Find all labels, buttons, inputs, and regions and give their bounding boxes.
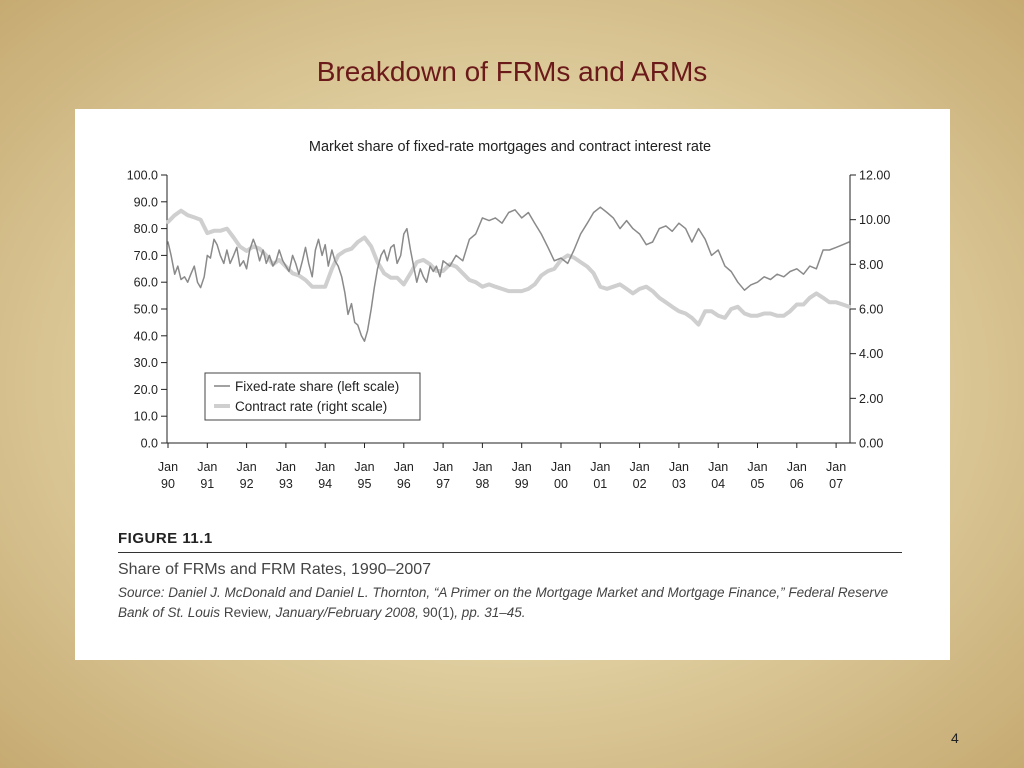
right-tick-label: 4.00 (859, 347, 883, 361)
source-volume: 90(1) (422, 605, 455, 620)
left-tick-label: 100.0 (127, 169, 158, 183)
x-tick-label-month: Jan (708, 460, 728, 474)
left-tick-label: 80.0 (134, 222, 158, 236)
left-tick-label: 90.0 (134, 195, 158, 209)
x-tick-label-month: Jan (394, 460, 414, 474)
left-tick-label: 20.0 (134, 383, 158, 397)
x-tick-label-year: 92 (240, 477, 254, 491)
x-tick-label-month: Jan (512, 460, 532, 474)
x-tick-label-year: 03 (672, 477, 686, 491)
source-journal: Review (220, 605, 269, 620)
figure-number: FIGURE 11.1 (118, 530, 213, 547)
source-text: Source: Daniel J. McDonald and Daniel L.… (118, 585, 889, 620)
chart: Market share of fixed-rate mortgages and… (127, 139, 891, 492)
x-tick-label-month: Jan (630, 460, 650, 474)
x-tick-label-month: Jan (237, 460, 257, 474)
x-tick-label-year: 96 (397, 477, 411, 491)
x-tick-label-year: 91 (200, 477, 214, 491)
left-tick-label: 70.0 (134, 249, 158, 263)
x-tick-label-month: Jan (826, 460, 846, 474)
x-tick-label-month: Jan (551, 460, 571, 474)
left-tick-label: 40.0 (134, 329, 158, 343)
chart-title: Market share of fixed-rate mortgages and… (309, 139, 711, 155)
x-tick-label-month: Jan (472, 460, 492, 474)
x-tick-label-month: Jan (158, 460, 178, 474)
chart-axes: 0.0 10.0 20.0 30.0 40.0 50.0 60.0 70.0 80.0 90.0 1… (127, 169, 891, 492)
x-tick-label-month: Jan (315, 460, 335, 474)
x-tick-label-month: Jan (669, 460, 689, 474)
slide-title: Breakdown of FRMs and ARMs (316, 56, 708, 87)
left-tick-label: 0.0 (141, 437, 158, 451)
left-tick-label: 30.0 (134, 356, 158, 370)
x-tick-label-month: Jan (433, 460, 453, 474)
x-tick-label-month: Jan (354, 460, 374, 474)
legend-label-contract-rate: Contract rate (right scale) (235, 399, 387, 414)
figure-caption: Share of FRMs and FRM Rates, 1990–2007 (118, 561, 432, 578)
source-pages: , pp. 31–45. (454, 605, 526, 620)
x-tick-label-year: 02 (633, 477, 647, 491)
right-tick-label: 6.00 (859, 303, 883, 317)
x-tick-label-year: 00 (554, 477, 568, 491)
x-tick-label-year: 06 (790, 477, 804, 491)
left-tick-label: 60.0 (134, 276, 158, 290)
chart-legend: Fixed-rate share (left scale) Contract r… (204, 372, 421, 421)
figure-panel: Market share of fixed-rate mortgages and… (75, 109, 950, 660)
x-tick-label-month: Jan (276, 460, 296, 474)
x-tick-label-month: Jan (197, 460, 217, 474)
right-tick-label: 8.00 (859, 258, 883, 272)
figure-source: Source: Daniel J. McDonald and Daniel L.… (118, 583, 908, 623)
x-tick-label-year: 95 (358, 477, 372, 491)
x-tick-label-year: 05 (751, 477, 765, 491)
x-tick-label-month: Jan (747, 460, 767, 474)
right-tick-label: 2.00 (859, 392, 883, 406)
figure-divider (118, 552, 902, 553)
series-line-contract-rate (166, 208, 852, 327)
legend-box (204, 372, 421, 421)
x-tick-label-year: 94 (318, 477, 332, 491)
x-tick-label-year: 01 (593, 477, 607, 491)
x-tick-label-year: 98 (475, 477, 489, 491)
x-tick-label-month: Jan (590, 460, 610, 474)
source-date: , January/February 2008, (268, 605, 423, 620)
legend-label-fixed-share: Fixed-rate share (left scale) (235, 379, 399, 394)
right-tick-label: 12.00 (859, 169, 890, 183)
x-tick-label-month: Jan (787, 460, 807, 474)
left-tick-label: 10.0 (134, 410, 158, 424)
x-tick-label-year: 97 (436, 477, 450, 491)
series-line-fixed-share (167, 206, 850, 342)
page-number: 4 (951, 730, 959, 746)
right-tick-label: 10.00 (859, 213, 890, 227)
x-tick-label-year: 04 (711, 477, 725, 491)
x-tick-label-year: 99 (515, 477, 529, 491)
right-tick-label: 0.00 (859, 437, 883, 451)
x-tick-label-year: 07 (829, 477, 843, 491)
left-tick-label: 50.0 (134, 303, 158, 317)
x-tick-label-year: 93 (279, 477, 293, 491)
x-tick-label-year: 90 (161, 477, 175, 491)
chart-series (166, 206, 852, 342)
